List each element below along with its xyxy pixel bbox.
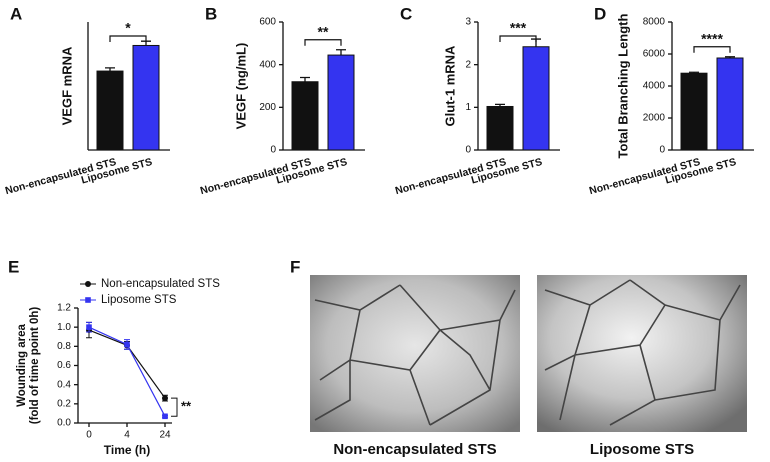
y-tick-label: 2 xyxy=(465,59,471,70)
significance-bracket xyxy=(171,397,178,417)
error-bar xyxy=(336,49,346,56)
image-caption: Liposome STS xyxy=(590,441,694,458)
y-tick-label: 0 xyxy=(270,145,276,156)
y-tick-label: 0 xyxy=(465,145,471,156)
y-axis-label: (fold of time point 0h) xyxy=(29,307,41,425)
x-tick-label: Liposome STS xyxy=(664,156,738,186)
y-tick-label: 600 xyxy=(259,17,276,28)
legend-label: Non-encapsulated STS xyxy=(101,278,220,290)
y-tick-label: 4000 xyxy=(643,81,666,92)
significance-label: ** xyxy=(318,23,329,39)
bar xyxy=(132,44,160,151)
y-axis-label: Total Branching Length xyxy=(615,13,630,158)
y-tick-label: 0.8 xyxy=(57,341,71,352)
significance-bracket xyxy=(304,39,342,46)
legend-marker xyxy=(85,281,91,287)
panel-label: C xyxy=(400,4,412,23)
data-point xyxy=(124,341,130,348)
significance-label: * xyxy=(125,20,131,36)
y-tick-label: 0.2 xyxy=(57,398,71,409)
significance-label: *** xyxy=(510,20,527,36)
y-axis-label: VEGF mRNA xyxy=(59,46,74,125)
bar xyxy=(486,105,514,151)
y-axis-label: Wounding area xyxy=(16,323,28,406)
y-tick-label: 0.6 xyxy=(57,360,71,371)
panel-label: A xyxy=(10,4,22,23)
micrograph-right xyxy=(537,275,747,432)
y-tick-label: 2000 xyxy=(643,113,666,124)
bar xyxy=(680,72,708,151)
data-point xyxy=(86,324,92,330)
y-tick-label: 1.0 xyxy=(57,322,71,333)
panel-label: D xyxy=(594,4,606,23)
y-tick-label: 0.4 xyxy=(57,379,71,390)
y-axis-label: VEGF (ng/mL) xyxy=(233,43,248,130)
micrograph-left xyxy=(310,275,520,432)
y-tick-label: 1 xyxy=(465,102,471,113)
panel-label: B xyxy=(205,4,217,23)
bar xyxy=(96,70,124,151)
legend-marker xyxy=(85,297,91,303)
y-tick-label: 3 xyxy=(465,17,471,28)
x-tick-label: 24 xyxy=(159,430,171,441)
x-tick-label: Liposome STS xyxy=(80,156,154,186)
y-tick-label: 0 xyxy=(659,145,665,156)
panel-label: E xyxy=(8,257,19,276)
x-axis-label: Time (h) xyxy=(104,443,150,457)
x-tick-label: 0 xyxy=(86,430,92,441)
y-tick-label: 8000 xyxy=(643,17,666,28)
x-tick-label: 4 xyxy=(124,430,130,441)
error-bar xyxy=(689,71,699,74)
panel-label: F xyxy=(290,257,300,276)
error-bar xyxy=(300,76,310,82)
significance-bracket xyxy=(109,35,147,42)
significance-bracket xyxy=(693,46,731,53)
data-point xyxy=(162,395,168,402)
significance-label: ** xyxy=(181,399,192,414)
image-caption: Non-encapsulated STS xyxy=(333,441,496,458)
legend-label: Liposome STS xyxy=(101,294,177,306)
y-tick-label: 400 xyxy=(259,59,276,70)
y-tick-label: 200 xyxy=(259,102,276,113)
y-tick-label: 0.0 xyxy=(57,418,71,429)
data-point xyxy=(162,413,168,420)
y-axis-label: Glut-1 mRNA xyxy=(442,45,457,127)
significance-bracket xyxy=(499,35,537,42)
error-bar xyxy=(725,56,735,58)
error-bar xyxy=(105,67,115,72)
bar xyxy=(291,81,319,151)
significance-label: **** xyxy=(701,30,723,46)
y-tick-label: 1.2 xyxy=(57,303,71,314)
x-tick-label: Liposome STS xyxy=(470,156,544,186)
error-bar xyxy=(495,103,505,107)
bar xyxy=(716,57,744,151)
x-tick-label: Liposome STS xyxy=(275,156,349,186)
bar xyxy=(522,46,550,151)
y-tick-label: 6000 xyxy=(643,49,666,60)
bar xyxy=(327,54,355,151)
